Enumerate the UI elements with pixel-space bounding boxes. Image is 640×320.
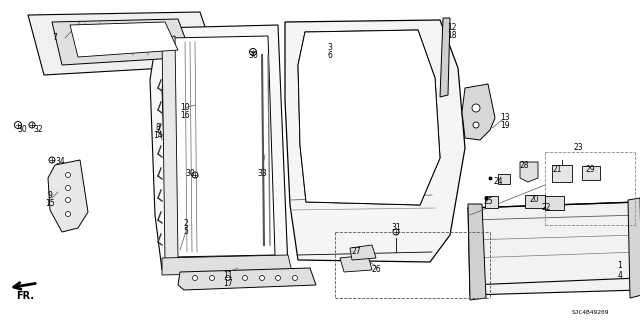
Text: 26: 26 [371,266,381,275]
Text: 15: 15 [45,199,55,209]
Polygon shape [178,268,316,290]
Text: 2: 2 [184,219,188,228]
Text: 32: 32 [33,125,43,134]
Text: 17: 17 [223,278,233,287]
Polygon shape [298,30,440,205]
Text: 29: 29 [585,165,595,174]
Text: 25: 25 [483,197,493,206]
Text: 8: 8 [156,124,161,132]
Polygon shape [498,174,510,184]
Text: 18: 18 [447,31,457,41]
Circle shape [275,276,280,281]
Text: 11: 11 [223,270,233,279]
Polygon shape [302,36,432,200]
Polygon shape [340,255,372,272]
Circle shape [250,49,257,55]
Text: 30: 30 [185,169,195,178]
Polygon shape [468,204,486,300]
Text: 3: 3 [328,44,332,52]
Text: 34: 34 [55,157,65,166]
Polygon shape [162,36,275,257]
Polygon shape [628,198,640,298]
Text: 24: 24 [493,177,503,186]
Circle shape [192,172,198,178]
Circle shape [65,172,70,178]
Polygon shape [70,22,178,57]
Text: 7: 7 [52,34,58,43]
Polygon shape [462,84,495,140]
Polygon shape [52,19,192,65]
Polygon shape [298,30,440,205]
Text: 23: 23 [573,143,583,153]
Polygon shape [285,20,465,262]
Text: 21: 21 [552,165,562,174]
Circle shape [65,197,70,203]
Text: 9: 9 [47,191,52,201]
Text: FR.: FR. [16,291,34,301]
Text: 31: 31 [391,223,401,233]
Text: 30: 30 [248,51,258,60]
Text: 12: 12 [447,23,457,33]
Circle shape [225,276,230,281]
Text: 20: 20 [529,196,539,204]
Text: 16: 16 [180,111,190,121]
Text: 1: 1 [618,260,622,269]
Circle shape [65,186,70,190]
Text: 5: 5 [184,227,188,236]
Text: 14: 14 [153,132,163,140]
Polygon shape [440,18,450,97]
Polygon shape [48,160,88,232]
Polygon shape [468,202,640,295]
Circle shape [49,157,55,163]
Polygon shape [162,36,178,260]
Circle shape [292,276,298,281]
Polygon shape [28,12,218,75]
Circle shape [259,276,264,281]
Text: 4: 4 [618,270,623,279]
Text: 30: 30 [17,125,27,134]
Polygon shape [150,25,288,270]
Text: 13: 13 [500,113,510,122]
Circle shape [65,212,70,217]
Text: 19: 19 [500,121,510,130]
Polygon shape [582,166,600,180]
Text: SJC4B49209: SJC4B49209 [572,309,609,315]
Text: 10: 10 [180,103,190,113]
Text: 22: 22 [541,204,551,212]
Polygon shape [545,196,564,210]
Circle shape [472,104,480,112]
Polygon shape [552,165,572,182]
Circle shape [473,122,479,128]
Circle shape [193,276,198,281]
Polygon shape [350,245,376,260]
Text: 27: 27 [351,247,361,257]
Circle shape [209,276,214,281]
Text: 6: 6 [328,52,332,60]
Circle shape [393,229,399,235]
Circle shape [29,122,35,128]
Polygon shape [162,255,292,275]
Circle shape [243,276,248,281]
Circle shape [15,122,22,129]
Polygon shape [525,195,545,208]
Polygon shape [520,162,538,182]
Text: 28: 28 [519,162,529,171]
Polygon shape [485,196,498,208]
Text: 33: 33 [257,169,267,178]
